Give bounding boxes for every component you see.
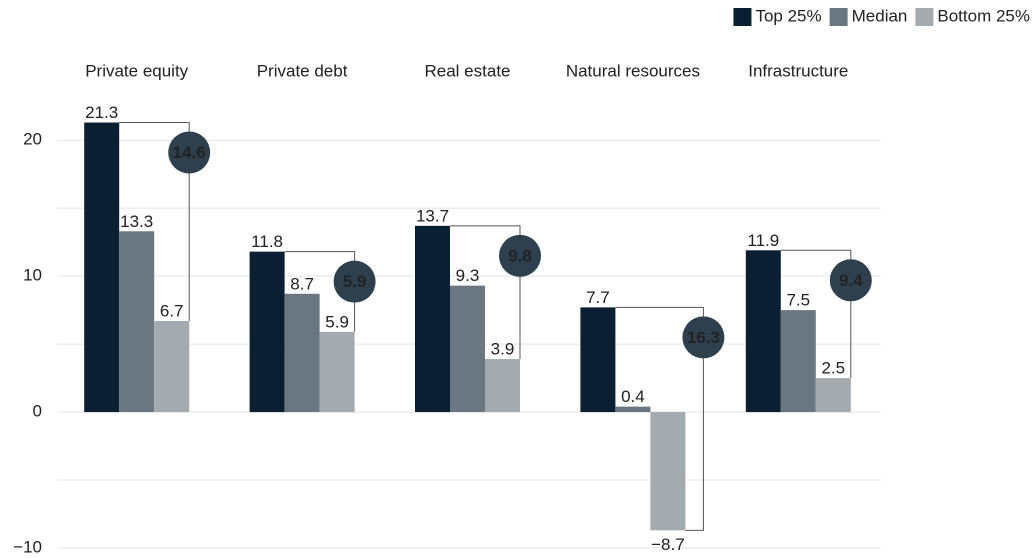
bar xyxy=(580,307,616,413)
spread-badge xyxy=(333,260,376,303)
bar xyxy=(319,331,355,413)
value-label: 13.7 xyxy=(416,206,449,225)
bar xyxy=(84,122,120,413)
legend-label: Top 25% xyxy=(755,6,821,25)
value-label: 7.5 xyxy=(786,291,810,310)
legend-swatch xyxy=(733,8,752,26)
value-label: 2.5 xyxy=(821,359,845,378)
value-label: 3.9 xyxy=(491,340,515,359)
bar xyxy=(650,412,686,531)
value-label: 8.7 xyxy=(290,274,314,293)
category-label: Infrastructure xyxy=(748,61,848,80)
spread-label: 14.6 xyxy=(173,143,206,162)
category-label: Private debt xyxy=(257,61,348,80)
legend: Top 25% Median Bottom 25% xyxy=(733,6,1030,26)
value-label: 11.9 xyxy=(747,231,779,250)
spread-bracket xyxy=(780,249,852,379)
spread-bracket xyxy=(450,225,521,360)
value-label: 7.7 xyxy=(586,288,610,307)
spread-bracket xyxy=(284,251,356,332)
y-tick-label: 20 xyxy=(23,130,42,149)
spread-bracket xyxy=(119,122,190,321)
y-tick-label: 10 xyxy=(23,266,42,285)
value-label: 11.8 xyxy=(251,232,283,251)
legend-swatch xyxy=(915,8,934,26)
y-tick-label: 0 xyxy=(33,402,42,421)
category-label: Natural resources xyxy=(566,61,700,80)
spread-badge xyxy=(829,259,872,302)
spread-badge xyxy=(682,316,725,359)
bar xyxy=(119,231,155,413)
value-label: 21.3 xyxy=(85,103,118,122)
bar xyxy=(780,310,816,413)
value-label: 13.3 xyxy=(120,212,153,231)
spread-badge xyxy=(499,234,541,277)
legend-label: Median xyxy=(852,6,908,25)
category-label: Private equity xyxy=(85,61,188,80)
category-label: Real estate xyxy=(425,61,511,80)
spread-label: 9.4 xyxy=(839,271,863,290)
legend-swatch xyxy=(829,8,848,26)
spread-label: 16.3 xyxy=(687,328,720,347)
value-label: −8.7 xyxy=(651,535,685,554)
bar xyxy=(450,285,485,413)
spread-label: 9.8 xyxy=(508,246,532,265)
bar xyxy=(154,320,190,413)
bar xyxy=(249,251,285,413)
legend-label: Bottom 25% xyxy=(937,6,1030,25)
value-label: 5.9 xyxy=(325,312,349,331)
bar xyxy=(815,378,851,413)
bar xyxy=(485,359,520,413)
bar xyxy=(284,293,320,413)
spread-label: 5.9 xyxy=(343,272,367,291)
spread-bracket xyxy=(615,306,704,531)
value-label: 0.4 xyxy=(621,387,645,406)
y-tick-label: −10 xyxy=(13,537,42,556)
bar xyxy=(415,225,450,413)
bar xyxy=(615,406,651,413)
value-label: 9.3 xyxy=(456,266,480,285)
spread-badge xyxy=(168,131,211,174)
bar xyxy=(745,250,781,413)
value-label: 6.7 xyxy=(160,301,184,320)
